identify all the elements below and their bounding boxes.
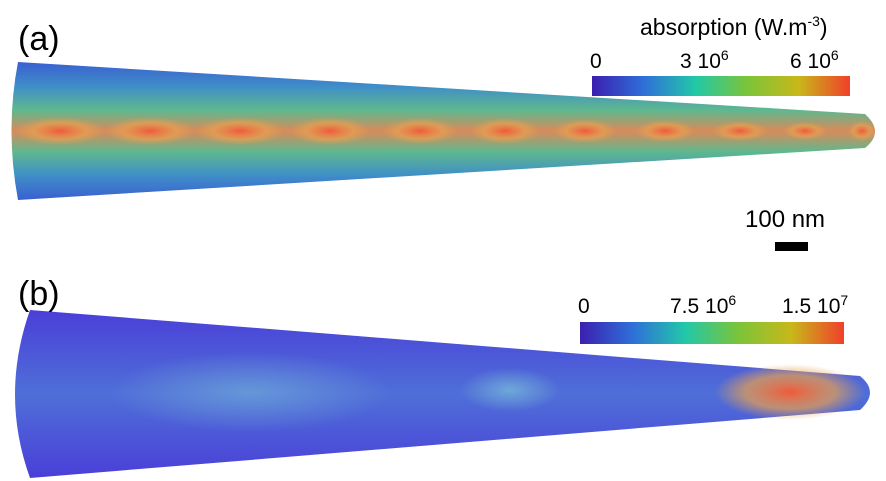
colorbar-tick: 1.5 107	[782, 292, 848, 318]
tick-exponent: 6	[831, 47, 839, 63]
colorbar-tick: 0	[578, 295, 590, 318]
tick-text: 7.5 10	[670, 295, 728, 318]
scale-bar	[775, 242, 808, 251]
tick-exponent: 6	[728, 292, 736, 308]
cone	[15, 310, 870, 478]
panel-label: (b)	[18, 275, 60, 313]
colorbar	[592, 76, 850, 96]
scale-bar-label: 100 nm	[745, 206, 825, 233]
panel-b: (b) 0 7.5 106 1.5 107	[15, 275, 870, 478]
title-end: )	[820, 14, 828, 40]
title-text: absorption (W.m	[640, 14, 807, 40]
colorbar-tick: 6 106	[790, 47, 839, 73]
panel-a: (a) absorption (W.m-3) 0 3 106 6 106 100…	[11, 13, 876, 251]
colorbar	[580, 322, 844, 344]
tick-exponent: 7	[840, 292, 848, 308]
tick-text: 3 10	[680, 50, 721, 73]
tick-exponent: 6	[721, 47, 729, 63]
hotspots	[15, 117, 876, 145]
tick-text: 6 10	[790, 50, 831, 73]
tick-text: 1.5 10	[782, 295, 840, 318]
title-exponent: -3	[807, 13, 820, 29]
colorbar-tick: 3 106	[680, 47, 729, 73]
panel-label: (a)	[18, 20, 60, 58]
colorbar-title: absorption (W.m-3)	[640, 13, 828, 40]
colorbar-tick: 0	[590, 50, 602, 73]
colorbar-tick: 7.5 106	[670, 292, 736, 318]
